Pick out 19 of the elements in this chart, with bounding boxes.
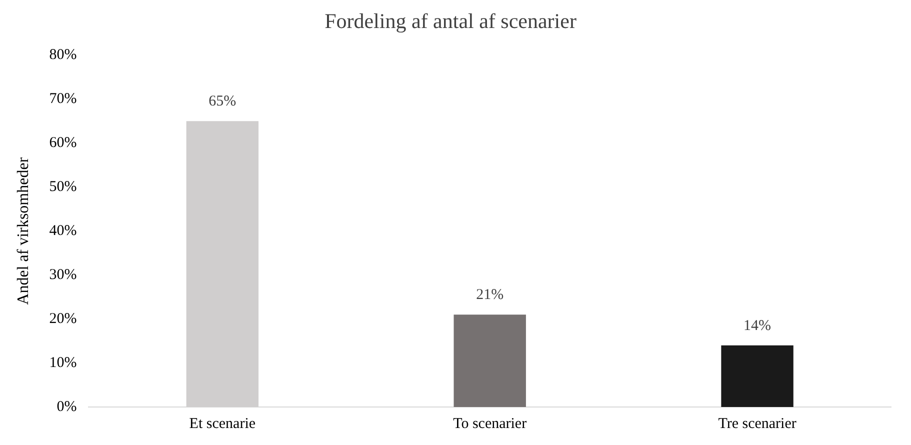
x-tick-label: Tre scenarier (718, 416, 796, 432)
chart-title: Fordeling af antal af scenarier (324, 9, 576, 34)
y-tick-label: 80% (49, 47, 77, 64)
y-tick-label: 30% (49, 267, 77, 284)
y-tick-label: 70% (49, 91, 77, 108)
bar (454, 314, 526, 407)
bar (721, 345, 794, 407)
y-tick-label: 10% (49, 354, 77, 371)
data-label: 14% (744, 318, 772, 334)
x-tick-label: To scenarier (453, 416, 527, 432)
y-tick-label: 60% (49, 135, 77, 152)
data-label: 65% (208, 94, 236, 110)
y-tick-label: 40% (49, 223, 77, 240)
y-tick-label: 20% (49, 310, 77, 327)
y-tick-label: 50% (49, 179, 77, 196)
x-tick-label: Et scenarie (189, 416, 256, 432)
y-axis-title: Andel af virksomheder (14, 156, 32, 305)
data-label: 21% (476, 287, 504, 304)
y-tick-label: 0% (56, 398, 77, 415)
